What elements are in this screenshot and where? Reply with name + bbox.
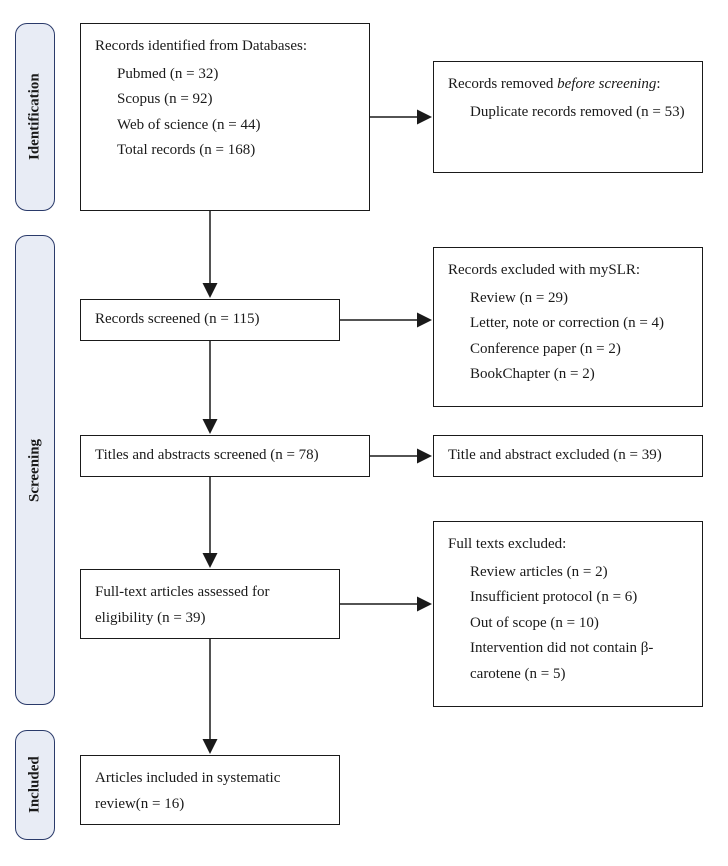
screened-text: Records screened (n = 115) xyxy=(95,307,260,333)
fulltext-excluded-item: Insufficient protocol (n = 6) xyxy=(448,585,688,611)
excluded-myslr-item: BookChapter (n = 2) xyxy=(448,362,688,388)
fulltext-excluded-item: Out of scope (n = 10) xyxy=(448,611,688,637)
box-fulltext-excluded: Full texts excluded: Review articles (n … xyxy=(433,521,703,707)
stage-label-text: Identification xyxy=(27,74,44,161)
identification-title: Records identified from Databases: xyxy=(95,34,355,60)
identification-item: Total records (n = 168) xyxy=(95,138,355,164)
identification-item: Pubmed (n = 32) xyxy=(95,62,355,88)
box-ta-excluded: Title and abstract excluded (n = 39) xyxy=(433,435,703,477)
ta-excluded-text: Title and abstract excluded (n = 39) xyxy=(448,443,662,469)
box-fulltext-assessed: Full-text articles assessed for eligibil… xyxy=(80,569,340,639)
box-screened: Records screened (n = 115) xyxy=(80,299,340,341)
box-titles-abstracts: Titles and abstracts screened (n = 78) xyxy=(80,435,370,477)
prisma-flowchart: Identification Screening Included Record… xyxy=(15,15,713,851)
excluded-myslr-item: Review (n = 29) xyxy=(448,286,688,312)
box-identification: Records identified from Databases: Pubme… xyxy=(80,23,370,211)
stage-screening: Screening xyxy=(15,235,55,705)
included-text: Articles included in systematic review(n… xyxy=(95,770,280,812)
box-removed-before: Records removed before screening: Duplic… xyxy=(433,61,703,173)
stage-label-text: Screening xyxy=(27,438,44,501)
stage-label-text: Included xyxy=(27,757,44,814)
excluded-myslr-item: Letter, note or correction (n = 4) xyxy=(448,311,688,337)
removed-before-item: Duplicate records removed (n = 53) xyxy=(448,100,688,126)
box-excluded-myslr: Records excluded with mySLR: Review (n =… xyxy=(433,247,703,407)
fulltext-assessed-text: Full-text articles assessed for eligibil… xyxy=(95,584,270,626)
excluded-myslr-item: Conference paper (n = 2) xyxy=(448,337,688,363)
fulltext-excluded-item: Intervention did not contain β-carotene … xyxy=(448,636,688,687)
fulltext-excluded-item: Review articles (n = 2) xyxy=(448,560,688,586)
removed-before-title: Records removed before screening: xyxy=(448,72,688,98)
identification-item: Scopus (n = 92) xyxy=(95,87,355,113)
stage-identification: Identification xyxy=(15,23,55,211)
stage-included: Included xyxy=(15,730,55,840)
box-included: Articles included in systematic review(n… xyxy=(80,755,340,825)
excluded-myslr-title: Records excluded with mySLR: xyxy=(448,258,688,284)
titles-abstracts-text: Titles and abstracts screened (n = 78) xyxy=(95,443,319,469)
identification-item: Web of science (n = 44) xyxy=(95,113,355,139)
fulltext-excluded-title: Full texts excluded: xyxy=(448,532,688,558)
